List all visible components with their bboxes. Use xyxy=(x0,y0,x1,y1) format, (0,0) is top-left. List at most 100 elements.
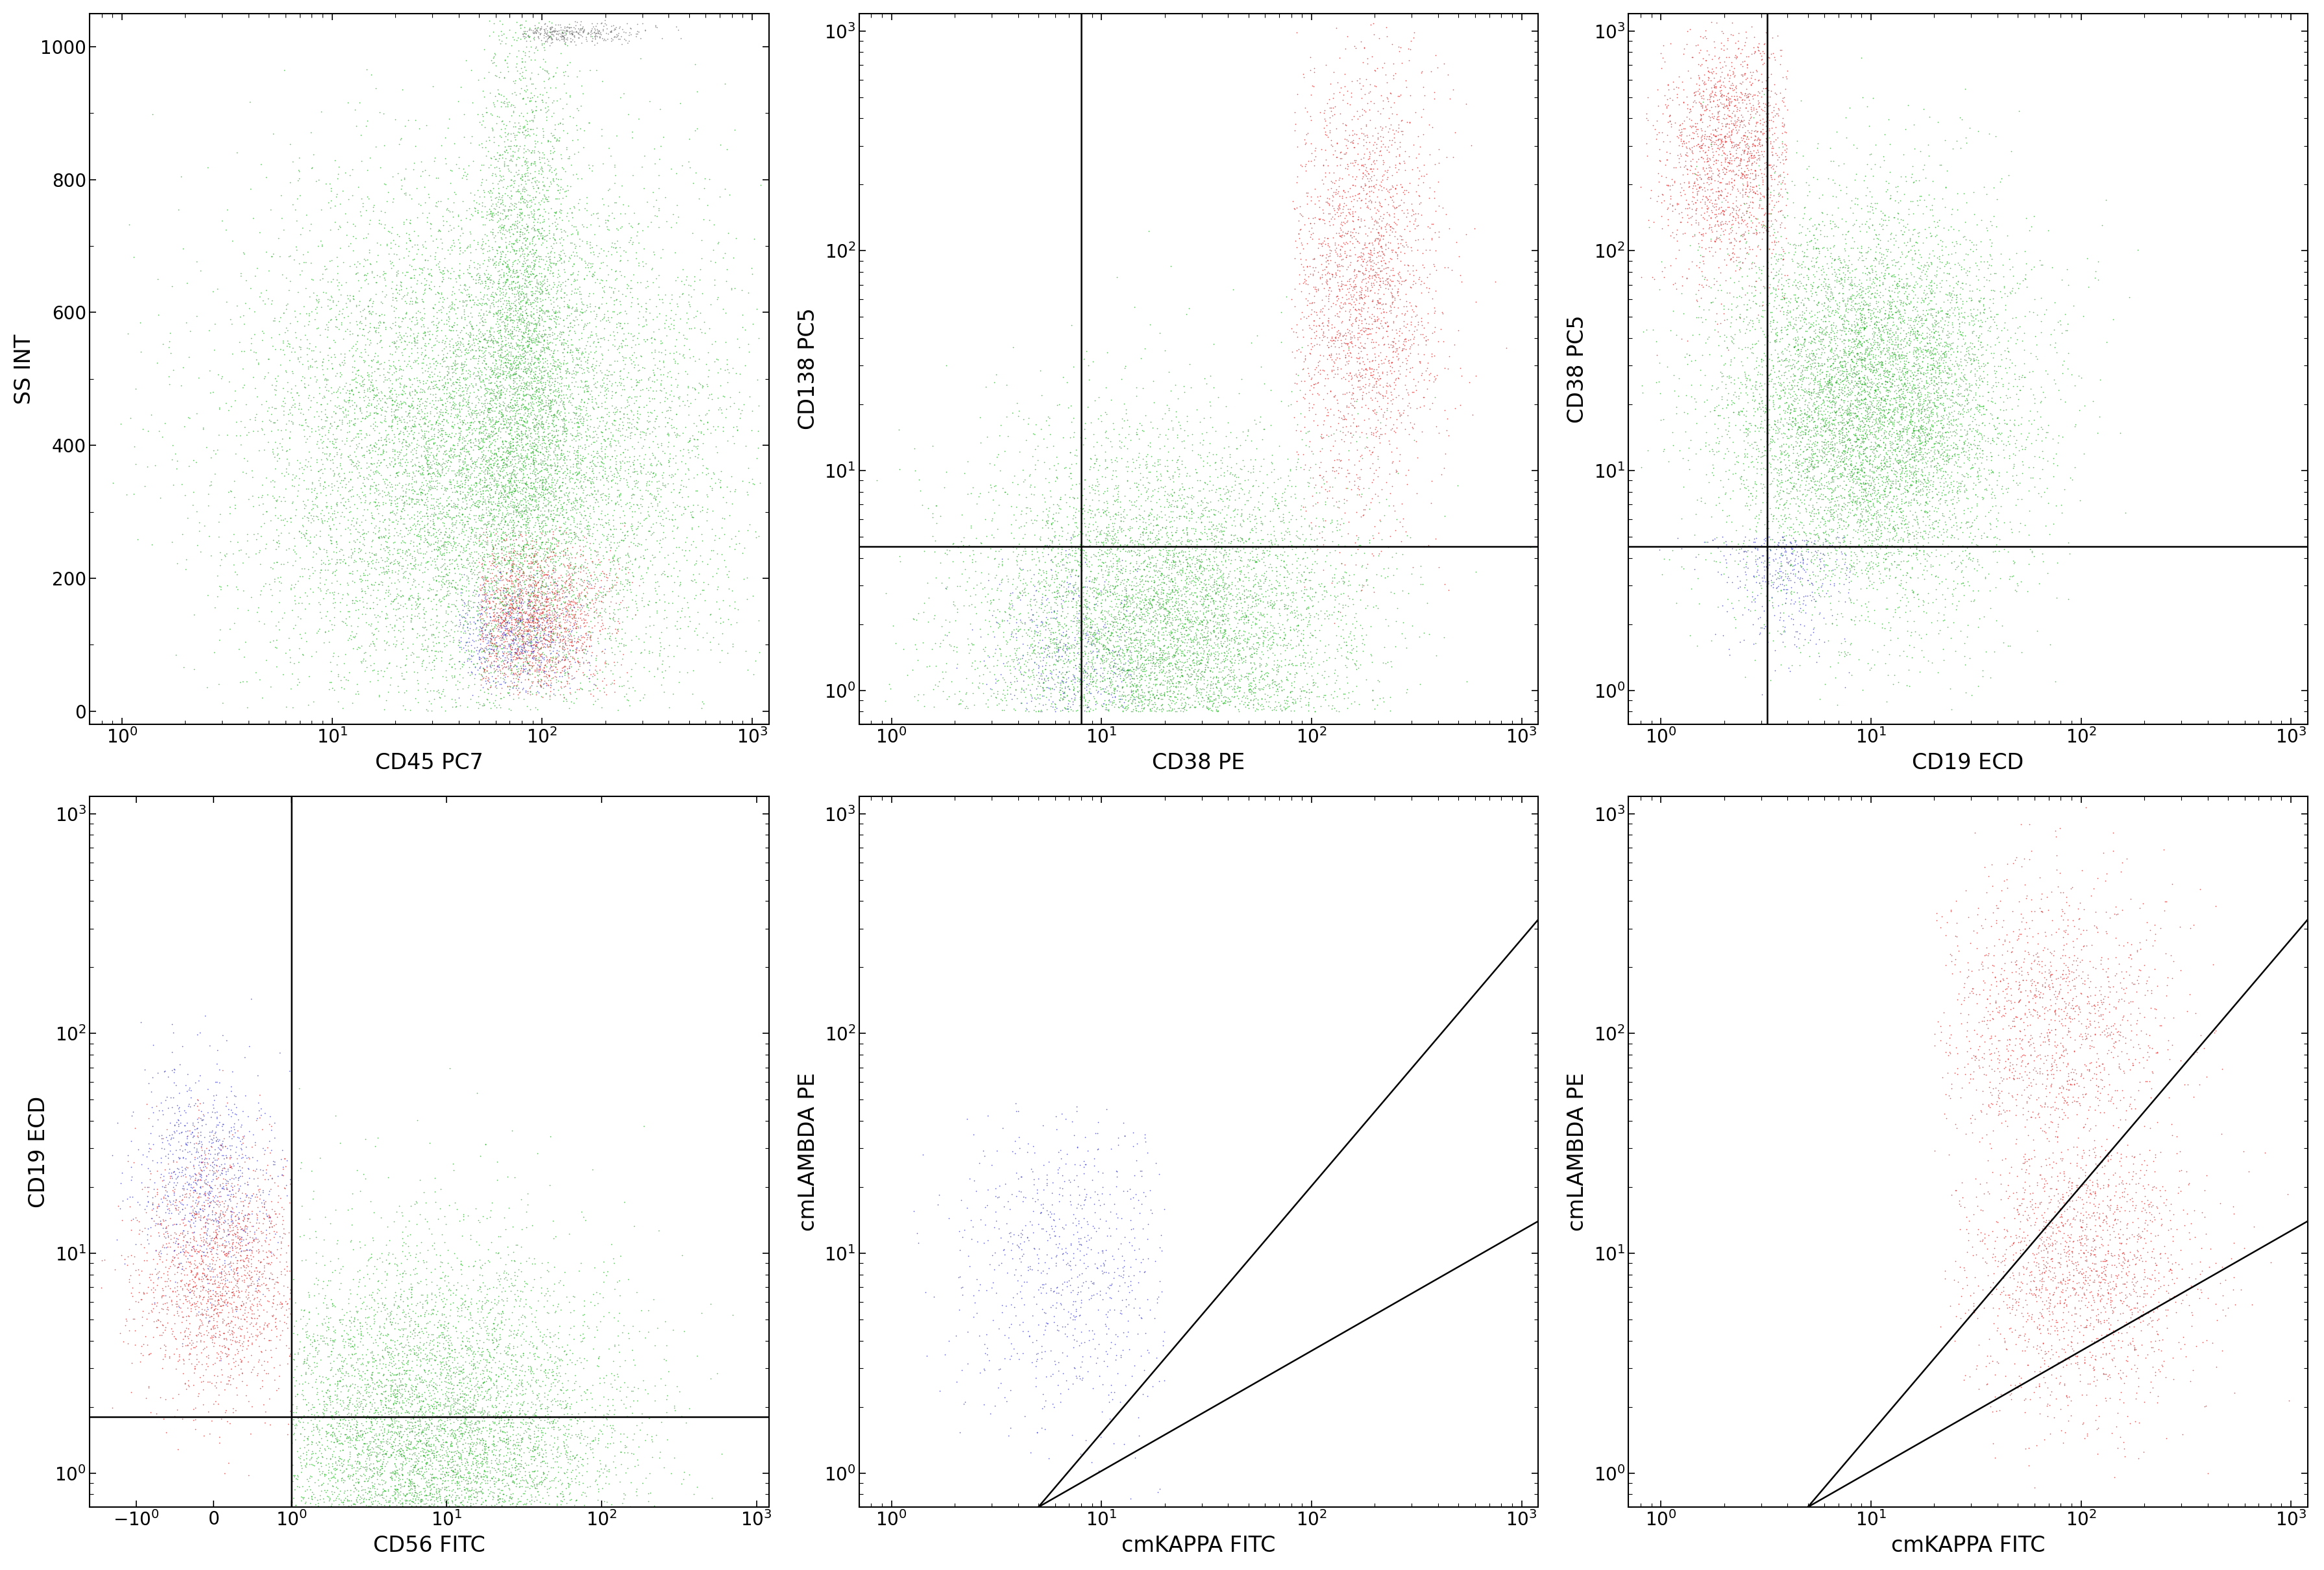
Point xyxy=(514,358,551,383)
Point xyxy=(983,413,1020,438)
Point xyxy=(428,476,465,501)
Point xyxy=(997,678,1034,703)
Point xyxy=(1880,385,1917,410)
Point xyxy=(411,1338,449,1363)
Point xyxy=(1713,151,1750,176)
Point xyxy=(2050,1068,2087,1093)
Point xyxy=(1638,122,1676,148)
Point xyxy=(497,140,535,165)
Point xyxy=(351,476,388,501)
Point xyxy=(170,1130,207,1156)
Point xyxy=(511,1476,548,1501)
Point xyxy=(188,1280,225,1305)
Point xyxy=(1092,433,1129,458)
Point xyxy=(1766,576,1803,601)
Point xyxy=(1680,177,1717,203)
Point xyxy=(667,539,704,564)
Point xyxy=(344,1396,381,1421)
Point xyxy=(479,608,516,633)
Point xyxy=(1808,369,1845,394)
Point xyxy=(1271,509,1308,534)
Point xyxy=(465,405,502,430)
Point xyxy=(627,408,665,433)
Point xyxy=(634,612,672,637)
Point xyxy=(444,1273,481,1298)
Point xyxy=(1794,350,1831,375)
Point xyxy=(1195,644,1232,669)
Point xyxy=(1673,154,1710,179)
Point xyxy=(449,418,486,443)
Point xyxy=(1113,507,1150,532)
Point xyxy=(481,347,518,372)
Point xyxy=(2099,1195,2136,1220)
Point xyxy=(211,1291,249,1316)
Point xyxy=(342,535,379,560)
Point xyxy=(537,305,574,330)
Point xyxy=(1724,163,1762,188)
Point xyxy=(1838,427,1875,452)
Point xyxy=(390,1383,428,1408)
Point xyxy=(1848,378,1885,403)
Point xyxy=(990,597,1027,622)
Point xyxy=(590,425,627,451)
Point xyxy=(502,366,539,391)
Point xyxy=(460,1295,497,1320)
Point xyxy=(456,579,493,604)
Point xyxy=(1002,513,1039,539)
Point xyxy=(1197,551,1234,576)
Point xyxy=(411,1396,449,1421)
Point xyxy=(500,564,537,589)
Point xyxy=(1713,88,1750,113)
Point xyxy=(1706,350,1743,375)
Point xyxy=(167,1195,205,1220)
Point xyxy=(418,554,456,579)
Point xyxy=(560,410,597,435)
Point xyxy=(683,281,720,306)
Point xyxy=(1027,691,1064,716)
Point xyxy=(383,1322,421,1347)
Point xyxy=(588,622,625,647)
Point xyxy=(1169,685,1206,710)
Point xyxy=(1322,223,1360,248)
Point xyxy=(242,1102,279,1127)
Point xyxy=(442,630,479,655)
Point xyxy=(1841,374,1878,399)
Point xyxy=(548,457,586,482)
Point xyxy=(1862,331,1899,356)
Point xyxy=(156,1302,193,1327)
Point xyxy=(430,575,467,600)
Point xyxy=(1885,562,1922,587)
Point xyxy=(409,636,446,661)
Point xyxy=(2068,1014,2106,1039)
Point xyxy=(569,283,607,308)
Point xyxy=(2089,1239,2126,1264)
Point xyxy=(1146,578,1183,603)
Point xyxy=(1780,518,1817,543)
Point xyxy=(1729,424,1766,449)
Point xyxy=(495,528,532,553)
Point xyxy=(1332,341,1369,366)
Point xyxy=(500,600,537,625)
Point xyxy=(1118,581,1155,606)
Point xyxy=(474,691,511,716)
Point xyxy=(186,1229,223,1254)
Point xyxy=(1250,672,1287,697)
Point xyxy=(393,1349,430,1374)
Point xyxy=(1085,644,1122,669)
Point xyxy=(160,1137,198,1162)
Point xyxy=(428,582,465,608)
Point xyxy=(474,275,511,300)
Point xyxy=(532,388,569,413)
Point xyxy=(546,601,583,626)
Point xyxy=(407,473,444,498)
Point xyxy=(1222,433,1260,458)
Point xyxy=(1195,691,1232,716)
Point xyxy=(397,325,435,350)
Point xyxy=(1311,330,1348,355)
Point xyxy=(418,614,456,639)
Point xyxy=(469,397,507,422)
Point xyxy=(444,502,481,528)
Point xyxy=(1831,382,1868,407)
Point xyxy=(509,85,546,110)
Point xyxy=(1141,537,1178,562)
